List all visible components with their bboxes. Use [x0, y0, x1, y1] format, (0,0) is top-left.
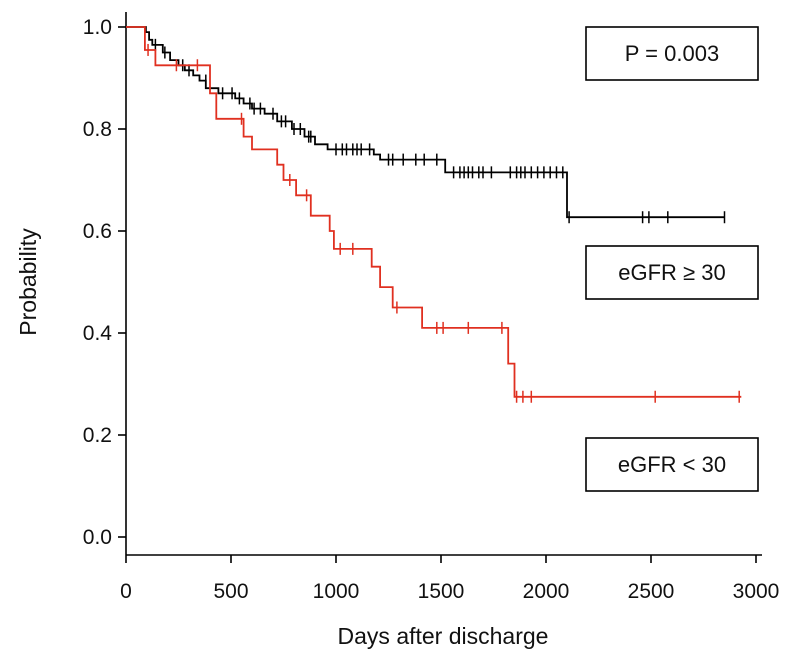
x-tick-label: 3000: [733, 580, 780, 603]
x-tick-label: 500: [213, 580, 248, 603]
x-tick-label: 2500: [628, 580, 675, 603]
egfr-low-label-box: eGFR < 30: [585, 437, 759, 492]
x-tick-label: 2000: [523, 580, 570, 603]
y-tick-label: 0.6: [83, 220, 112, 243]
series-line-low: [126, 26, 742, 398]
egfr-high-label: eGFR ≥ 30: [618, 260, 725, 285]
y-tick-label: 0.2: [83, 424, 112, 447]
y-tick-label: 0.0: [83, 526, 112, 549]
y-tick-label: 1.0: [83, 16, 112, 39]
y-tick-label: 0.4: [83, 322, 113, 345]
egfr-low-label: eGFR < 30: [618, 452, 726, 477]
y-tick-label: 0.8: [83, 118, 112, 141]
annotation-layer: P = 0.003 eGFR ≥ 30 eGFR < 30: [585, 26, 759, 492]
x-axis-title: Days after discharge: [338, 623, 549, 649]
pvalue-text: P = 0.003: [625, 41, 719, 66]
x-tick-label: 1000: [313, 580, 360, 603]
axes: 0.0 0.2 0.4 0.6 0.8 1.0 0 500 1000 1500 2000 2500 30…: [83, 12, 780, 603]
y-axis-title: Probability: [15, 228, 41, 336]
series-high: [126, 26, 726, 224]
series-layer: [126, 26, 742, 403]
pvalue-box: P = 0.003: [585, 26, 759, 81]
egfr-high-label-box: eGFR ≥ 30: [585, 245, 759, 300]
x-tick-label: 0: [120, 580, 132, 603]
x-tick-label: 1500: [418, 580, 465, 603]
series-low: [126, 26, 742, 403]
